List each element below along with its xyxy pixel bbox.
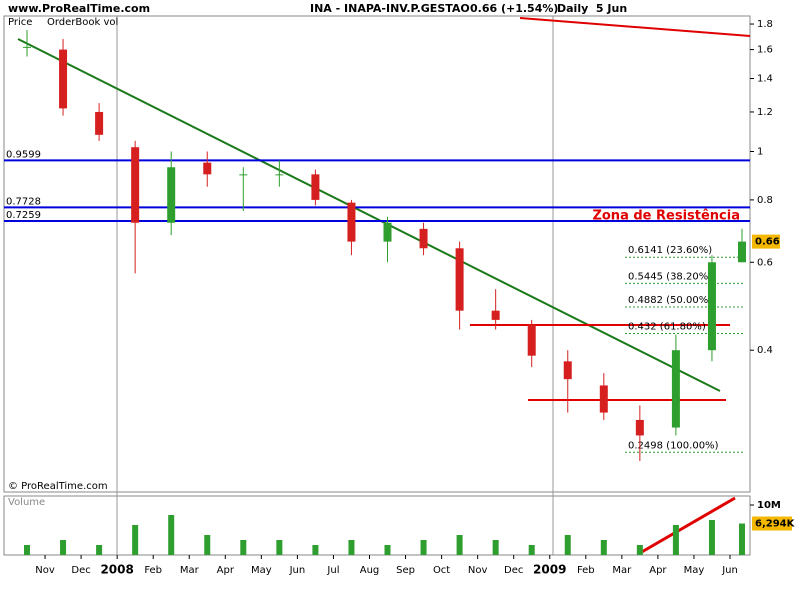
y-tick-label: 0.4 [757, 345, 773, 356]
candle-body [95, 111, 104, 135]
y-tick-label: 0.6 [757, 257, 773, 268]
x-tick-label: Apr [217, 565, 235, 576]
volume-bar [384, 545, 391, 555]
candle-body [23, 46, 31, 48]
candle-body [383, 222, 392, 242]
x-tick-label: Feb [577, 565, 595, 576]
volume-bar [708, 520, 715, 555]
copyright: © ProRealTime.com [8, 481, 108, 492]
candle-body [275, 174, 284, 176]
x-tick-label: May [251, 565, 272, 576]
legend-price: Price [8, 17, 32, 28]
x-tick-label: Oct [433, 565, 450, 576]
candle-body [347, 202, 356, 242]
x-tick-label: Nov [35, 565, 55, 576]
volume-bar [204, 535, 211, 555]
volume-value-label: 6,294K [755, 519, 796, 530]
y-tick-label: 1.6 [757, 45, 773, 56]
y-tick-label: 1 [757, 147, 763, 158]
fib-label: 0.6141 (23.60%) [628, 245, 712, 256]
fib-label: 0.432 (61.80%) [628, 322, 706, 333]
level-label: 0.7259 [6, 210, 41, 221]
candle-body [311, 174, 320, 200]
candle-body [131, 147, 140, 223]
volume-title: Volume [8, 497, 45, 508]
x-tick-label: Jul [326, 565, 339, 576]
volume-bar [132, 525, 139, 555]
volume-bar [60, 540, 67, 555]
volume-bar [168, 515, 175, 555]
x-tick-label: Apr [649, 565, 667, 576]
x-tick-label: Jun [289, 565, 306, 576]
volume-bar [600, 540, 607, 555]
candle-body [635, 419, 644, 436]
resistance-annotation: Zona de Resistência [592, 209, 740, 224]
volume-badge [752, 516, 792, 531]
volume-bar [348, 540, 355, 555]
x-tick-label: Dec [504, 565, 523, 576]
quote: 0.66 (+1.54%) [470, 2, 558, 15]
volume-bar [96, 545, 103, 555]
x-tick-label: Feb [144, 565, 162, 576]
candle-body [239, 174, 248, 176]
y-tick-label: 0.8 [757, 195, 773, 206]
volume-trend-line [639, 496, 736, 555]
volume-bar [420, 540, 427, 555]
x-tick-label: 2008 [100, 563, 133, 577]
volume-bar [672, 525, 679, 555]
candle-body [491, 310, 500, 320]
x-tick-label: Sep [396, 565, 415, 576]
candle-body [563, 361, 572, 380]
level-label: 0.7728 [6, 196, 41, 207]
trend-line [17, 38, 721, 392]
x-tick-label: Mar [180, 565, 200, 576]
x-tick-label: 2009 [533, 563, 566, 577]
site: www.ProRealTime.com [8, 2, 150, 15]
volume-bar [276, 540, 283, 555]
candle-body [167, 167, 176, 223]
y-tick-label: 10M [757, 500, 781, 511]
candle-body [455, 248, 464, 311]
candle-body [599, 385, 608, 413]
volume-bar [636, 545, 643, 555]
volume-bar [564, 535, 571, 555]
trend-line [519, 17, 751, 37]
fib-label: 0.5445 (38.20%) [628, 271, 712, 282]
candle-body [671, 350, 680, 428]
x-tick-label: May [684, 565, 705, 576]
price-panel [3, 15, 751, 493]
volume-bar [240, 540, 247, 555]
candle-body [738, 241, 746, 263]
volume-bar [456, 535, 463, 555]
y-tick-label: 1.2 [757, 107, 773, 118]
candle-body [203, 162, 212, 175]
candle-body [59, 49, 68, 109]
x-tick-label: Dec [71, 565, 90, 576]
period: Daily 5 Jun [557, 2, 627, 15]
candle-body [707, 262, 716, 351]
candle-body [527, 324, 536, 356]
x-tick-label: Aug [360, 565, 380, 576]
volume-bar [739, 523, 745, 555]
x-tick-label: Jun [721, 565, 738, 576]
volume-panel [3, 495, 751, 556]
volume-bar [492, 540, 499, 555]
volume-bar [312, 545, 319, 555]
volume-bar [24, 545, 30, 555]
fib-label: 0.2498 (100.00%) [628, 440, 719, 451]
price-badge [752, 234, 780, 249]
candle-body [419, 228, 428, 249]
x-tick-label: Nov [468, 565, 488, 576]
title: INA - INAPA-INV.P.GESTAO [310, 2, 470, 15]
y-tick-label: 1.4 [757, 74, 773, 85]
level-label: 0.9599 [6, 149, 41, 160]
legend-orderbook: OrderBook vol [47, 17, 118, 28]
price-badge-label: 0.66 [755, 237, 780, 248]
y-tick-label: 1.8 [757, 19, 773, 30]
x-tick-label: Mar [612, 565, 632, 576]
fib-label: 0.4882 (50.00%) [628, 295, 712, 306]
volume-bar [528, 545, 535, 555]
